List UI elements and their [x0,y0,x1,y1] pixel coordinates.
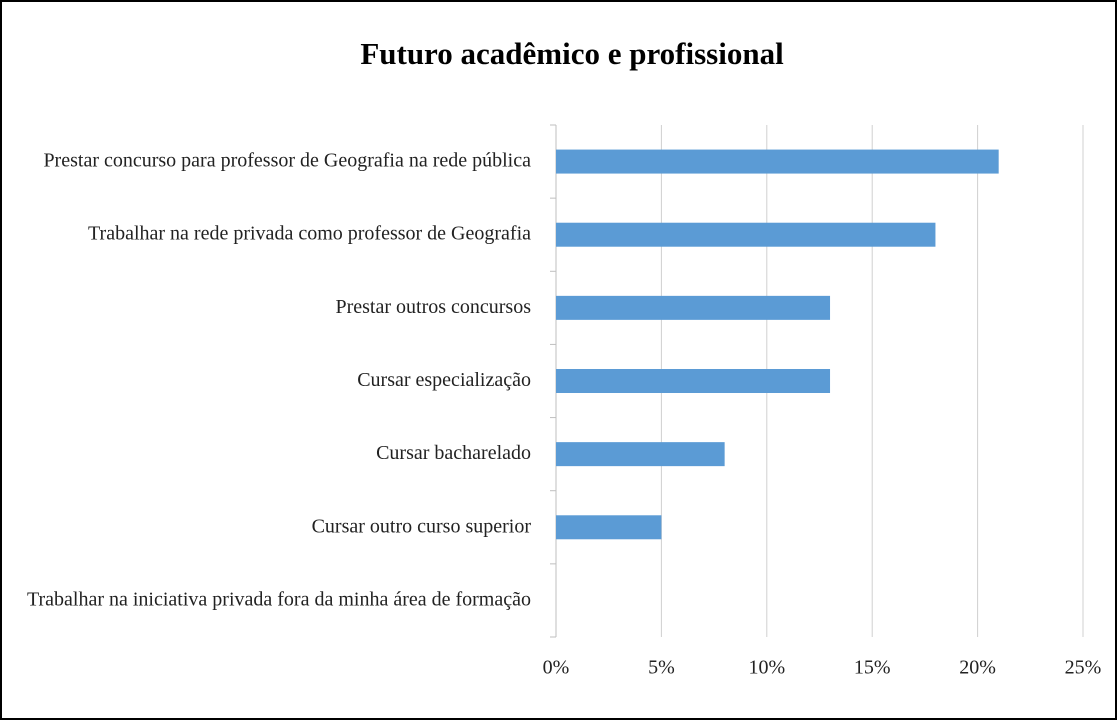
y-tick-label: Trabalhar na iniciativa privada fora da … [27,588,531,610]
x-tick-label: 25% [1065,657,1102,679]
bar [556,515,662,540]
bar [556,149,999,174]
y-tick-label: Prestar outros concursos [335,295,531,317]
x-tick-label: 5% [648,657,675,679]
x-tick-label: 0% [543,657,570,679]
bar [556,369,831,393]
y-tick-label: Cursar outro curso superior [312,515,532,537]
y-tick-label: Prestar concurso para professor de Geogr… [43,149,531,171]
y-tick-label: Cursar especialização [357,369,531,391]
x-tick-label: 10% [748,657,785,679]
x-tick-label: 15% [854,657,891,679]
bar [556,295,831,320]
x-tick-label: 20% [959,657,996,679]
bar [556,442,725,467]
y-tick-label: Cursar bacharelado [376,442,531,464]
bar [556,222,936,247]
y-tick-label: Trabalhar na rede privada como professor… [88,222,531,244]
chart-title: Futuro acadêmico e profissional [360,36,784,71]
